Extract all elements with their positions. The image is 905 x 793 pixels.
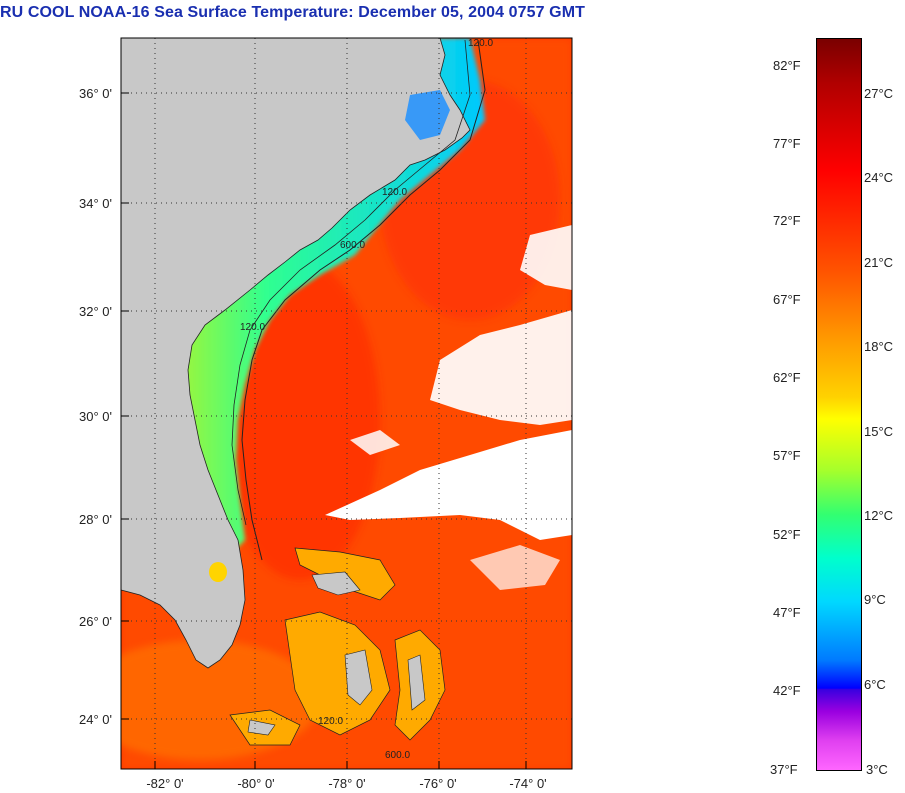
colorbar-c-label: 24°C [864, 170, 894, 185]
contour-label: 120.0 [240, 322, 265, 333]
lon-label: -76° 0' [419, 776, 456, 791]
colorbar-c-label: 12°C [864, 508, 894, 523]
lat-label: 34° 0' [79, 196, 112, 211]
colorbar-f-label: 37°F [770, 762, 798, 777]
colorbar-c-label: 21°C [864, 255, 894, 270]
colorbar-f-label: 57°F [773, 448, 801, 463]
contour-label: 120.0 [318, 716, 343, 727]
lon-label: -82° 0' [146, 776, 183, 791]
lake-okeechobee [209, 562, 227, 582]
lat-label: 36° 0' [79, 86, 112, 101]
colorbar-c-label: 3°C [866, 762, 888, 777]
colorbar-f-label: 42°F [773, 683, 801, 698]
colorbar-f-label: 77°F [773, 136, 801, 151]
colorbar-c-label: 9°C [864, 592, 886, 607]
lat-label: 32° 0' [79, 304, 112, 319]
colorbar-c-label: 6°C [864, 677, 886, 692]
colorbar-f-label: 82°F [773, 58, 801, 73]
cloud-cover [325, 225, 572, 590]
lon-label: -74° 0' [509, 776, 546, 791]
map-title: RU COOL NOAA-16 Sea Surface Temperature:… [0, 4, 586, 21]
colorbar-f-label: 52°F [773, 527, 801, 542]
colorbar-f-label: 67°F [773, 292, 801, 307]
colorbar-c-label: 18°C [864, 339, 894, 354]
lon-label: -80° 0' [237, 776, 274, 791]
contour-label: 120.0 [382, 187, 407, 198]
lon-label: -78° 0' [328, 776, 365, 791]
colorbar-c-label: 15°C [864, 424, 894, 439]
contour-label: 600.0 [340, 240, 365, 251]
lat-label: 30° 0' [79, 409, 112, 424]
colorbar-c-label: 27°C [864, 86, 894, 101]
us-mainland [121, 38, 471, 669]
temperature-colorbar [816, 38, 862, 771]
contour-label: 600.0 [385, 750, 410, 761]
colorbar-f-label: 47°F [773, 605, 801, 620]
colorbar-f-label: 72°F [773, 213, 801, 228]
colorbar-f-label: 62°F [773, 370, 801, 385]
graticule [121, 38, 572, 769]
lat-label: 26° 0' [79, 614, 112, 629]
depth-contour [241, 39, 486, 561]
contour-label: 120.0 [468, 38, 493, 49]
lat-label: 28° 0' [79, 512, 112, 527]
bahamas-islands [247, 571, 426, 736]
lat-label: 24° 0' [79, 712, 112, 727]
